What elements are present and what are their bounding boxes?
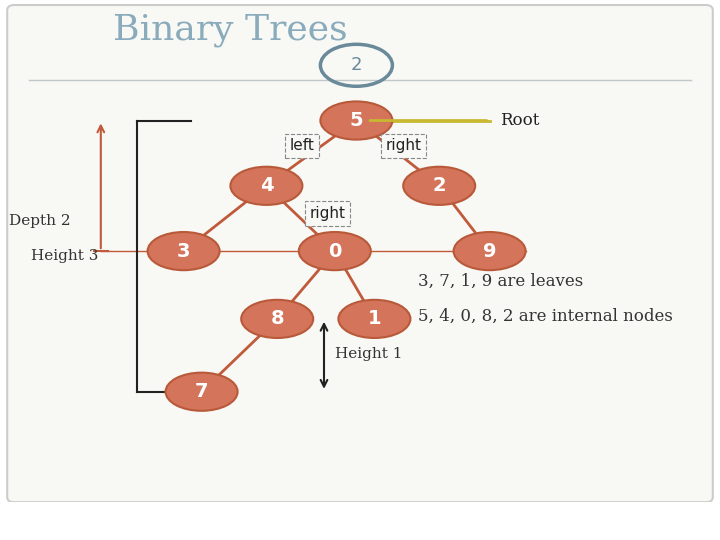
Ellipse shape xyxy=(230,167,302,205)
Text: 2: 2 xyxy=(433,177,446,195)
Text: CSE 250, Spring 2012, SUNY Buffalo: CSE 250, Spring 2012, SUNY Buffalo xyxy=(14,514,266,528)
Text: 3, 7, 1, 9 are leaves: 3, 7, 1, 9 are leaves xyxy=(418,273,583,290)
Text: right: right xyxy=(385,138,421,153)
Ellipse shape xyxy=(403,167,475,205)
Text: 3: 3 xyxy=(177,241,190,261)
Text: 0: 0 xyxy=(328,241,341,261)
Text: right: right xyxy=(310,206,346,221)
Text: 6/7/2021: 6/7/2021 xyxy=(644,514,706,528)
Text: 1: 1 xyxy=(368,309,381,328)
Text: left: left xyxy=(290,138,315,153)
Text: 8: 8 xyxy=(271,309,284,328)
Text: 4: 4 xyxy=(260,177,273,195)
Ellipse shape xyxy=(148,232,220,270)
Text: 5: 5 xyxy=(350,111,363,130)
Ellipse shape xyxy=(320,102,392,140)
Text: Root: Root xyxy=(500,112,540,129)
Text: Depth 2: Depth 2 xyxy=(9,214,71,228)
Text: Height 3: Height 3 xyxy=(31,249,99,263)
Ellipse shape xyxy=(241,300,313,338)
Ellipse shape xyxy=(299,232,371,270)
Text: Height 1: Height 1 xyxy=(335,347,402,361)
Ellipse shape xyxy=(338,300,410,338)
Ellipse shape xyxy=(166,373,238,411)
Text: 9: 9 xyxy=(483,241,496,261)
FancyBboxPatch shape xyxy=(7,5,713,502)
Text: 5, 4, 0, 8, 2 are internal nodes: 5, 4, 0, 8, 2 are internal nodes xyxy=(418,308,672,325)
Text: Binary Trees: Binary Trees xyxy=(113,13,348,47)
Text: 7: 7 xyxy=(195,382,208,401)
Ellipse shape xyxy=(454,232,526,270)
Text: 2: 2 xyxy=(351,56,362,75)
